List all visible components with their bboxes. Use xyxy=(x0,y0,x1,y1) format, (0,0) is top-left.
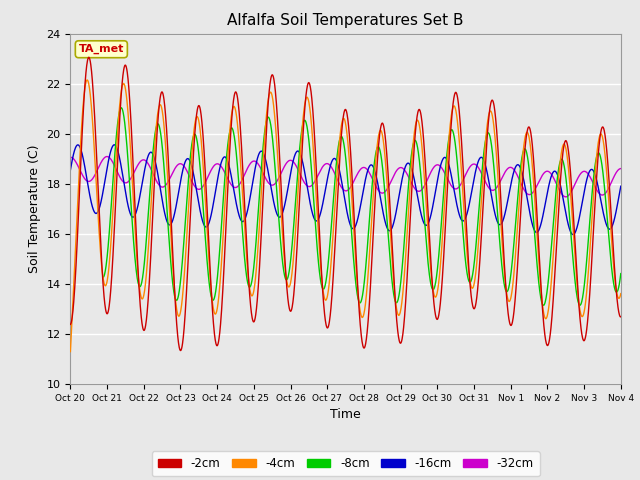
Y-axis label: Soil Temperature (C): Soil Temperature (C) xyxy=(28,144,41,273)
X-axis label: Time: Time xyxy=(330,408,361,421)
Title: Alfalfa Soil Temperatures Set B: Alfalfa Soil Temperatures Set B xyxy=(227,13,464,28)
Text: TA_met: TA_met xyxy=(79,44,124,54)
Legend: -2cm, -4cm, -8cm, -16cm, -32cm: -2cm, -4cm, -8cm, -16cm, -32cm xyxy=(152,451,540,476)
